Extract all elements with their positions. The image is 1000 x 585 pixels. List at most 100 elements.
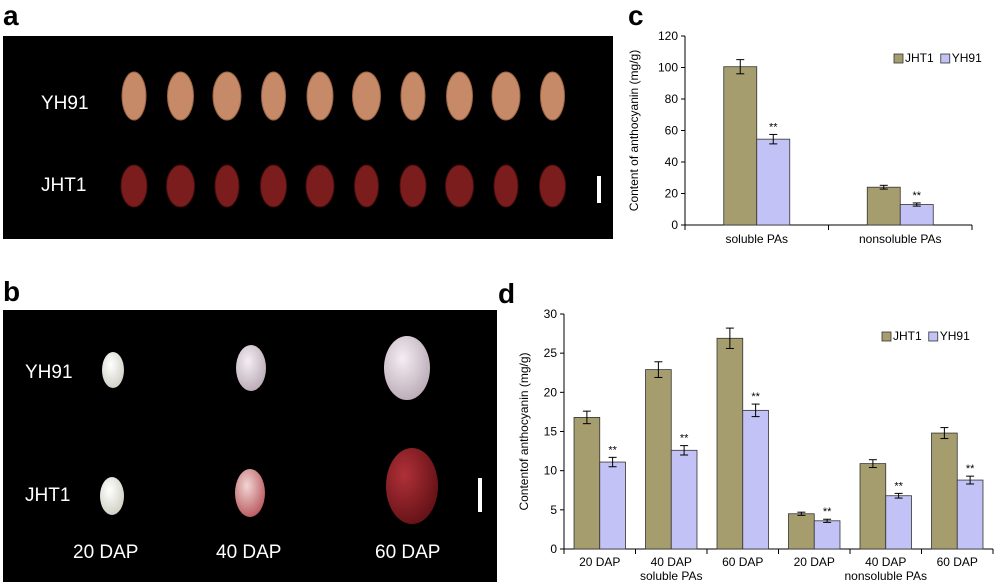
seed-jht1-3 <box>214 164 240 208</box>
significance-mark: ** <box>894 480 903 492</box>
x-tick-label: 60 DAP <box>937 555 978 569</box>
seed-yh91-1 <box>121 71 147 121</box>
legend-label-jht1: JHT1 <box>893 329 922 343</box>
row-label-jht1-b: JHT1 <box>25 485 71 506</box>
seed-jht1-8 <box>445 164 474 208</box>
seed-yh91-3 <box>212 71 242 121</box>
bar-yh91-4 <box>813 520 841 550</box>
seed-yh91-60dap <box>384 336 430 400</box>
legend-label-jht1: JHT1 <box>905 51 934 65</box>
y-tick-label: 0 <box>550 542 557 556</box>
y-tick-label: 10 <box>544 464 558 478</box>
legend-swatch-yh91 <box>940 53 951 64</box>
y-tick-label: 5 <box>550 503 557 517</box>
group-label: soluble PAs <box>640 569 702 583</box>
legend-swatch-yh91 <box>928 331 939 342</box>
bar-jht1-2 <box>645 369 672 550</box>
seed-yh91-20dap <box>102 352 124 388</box>
y-tick-label: 20 <box>544 385 558 399</box>
seed-jht1-1 <box>120 164 148 208</box>
bar-yh91-5 <box>885 495 912 550</box>
legend-label-yh91: YH91 <box>940 329 970 343</box>
y-tick-label: 20 <box>665 187 679 201</box>
x-tick-label: nonsoluble PAs <box>859 232 942 246</box>
bar-jht1-1 <box>723 66 758 226</box>
group-label: nonsoluble PAs <box>845 569 928 583</box>
seed-yh91-10 <box>540 71 565 121</box>
y-axis-label: Contentof anthocyanin (mg/g) <box>517 352 531 510</box>
x-tick-label: 20 DAP <box>794 555 835 569</box>
bar-jht1-3 <box>716 337 744 550</box>
y-tick-label: 120 <box>658 29 678 43</box>
row-label-yh91: YH91 <box>41 93 89 114</box>
scale-bar <box>597 176 601 203</box>
significance-mark: ** <box>769 121 778 133</box>
seed-jht1-7 <box>399 164 427 208</box>
chart-d-svg: 0 5 10 15 20 25 30 Contentof anthocyanin (mg/g)… <box>517 307 994 583</box>
legend-swatch-jht1 <box>893 53 904 64</box>
seed-yh91-9 <box>491 71 521 121</box>
bar-jht1-6 <box>931 432 958 550</box>
panel-b-letter: b <box>3 276 21 307</box>
bar-yh91-1 <box>756 138 791 226</box>
seed-yh91-2 <box>167 71 194 121</box>
y-axis-label: Content of anthocyanin (mg/g) <box>627 50 641 211</box>
scale-bar-b <box>478 478 482 512</box>
bar-yh91-1 <box>599 461 626 550</box>
significance-mark: ** <box>751 391 760 403</box>
y-tick-label: 0 <box>671 218 678 232</box>
significance-mark: ** <box>680 433 689 445</box>
bar-jht1-5 <box>859 463 887 550</box>
panel-b-photo: YH91 JHT1 20 DAP 40 <box>3 310 497 582</box>
seed-jht1-20dap <box>100 477 124 515</box>
y-tick-label: 100 <box>658 61 678 75</box>
panel-c-letter: c <box>628 0 644 31</box>
seed-yh91-6 <box>352 71 381 121</box>
significance-mark: ** <box>912 190 921 202</box>
seed-yh91-4 <box>261 71 286 121</box>
bar-jht1-1 <box>573 417 601 550</box>
legend-label-yh91: YH91 <box>952 51 982 65</box>
bar-jht1-4 <box>788 513 815 550</box>
seed-jht1-4 <box>260 164 287 208</box>
seed-jht1-9 <box>493 164 519 208</box>
seed-yh91-5 <box>306 71 334 121</box>
y-tick-label: 60 <box>665 124 679 138</box>
stage-label-60dap: 60 DAP <box>375 542 441 563</box>
bar-yh91-3 <box>742 409 769 550</box>
significance-mark: ** <box>966 463 975 475</box>
seed-jht1-10 <box>539 164 566 208</box>
bar-yh91-2 <box>899 204 934 226</box>
significance-mark: ** <box>823 506 832 518</box>
seed-yh91-40dap <box>236 345 266 391</box>
panel-d-letter: d <box>498 278 516 309</box>
seed-yh91-8 <box>446 71 473 121</box>
row-label-yh91-b: YH91 <box>25 362 73 383</box>
significance-mark: ** <box>608 444 617 456</box>
x-tick-label: soluble PAs <box>726 232 788 246</box>
y-tick-label: 80 <box>665 92 679 106</box>
y-tick-label: 25 <box>544 346 558 360</box>
stage-label-20dap: 20 DAP <box>73 542 139 563</box>
seed-yh91-7 <box>400 71 426 121</box>
seed-jht1-40dap <box>235 469 265 517</box>
panel-a-letter: a <box>3 0 19 31</box>
legend-swatch-jht1 <box>881 331 892 342</box>
seed-rows <box>120 71 566 208</box>
chart-c-svg: 0 20 40 60 80 100 120 Content of anthocyanin (m… <box>627 29 982 246</box>
seed-jht1-60dap <box>386 448 438 524</box>
seed-jht1-5 <box>305 164 335 208</box>
y-tick-label: 15 <box>544 425 558 439</box>
developing-seeds <box>100 336 438 524</box>
y-tick-label: 30 <box>544 307 558 321</box>
x-tick-label: 20 DAP <box>579 555 620 569</box>
chart-d: 0 5 10 15 20 25 30 Contentof anthocyanin (mg/g)… <box>512 304 1000 585</box>
bar-yh91-2 <box>670 449 698 550</box>
chart-c: 0 20 40 60 80 100 120 Content of anthocyanin (m… <box>620 28 1000 260</box>
x-tick-label: 60 DAP <box>722 555 763 569</box>
x-tick-label: 40 DAP <box>865 555 906 569</box>
seed-jht1-6 <box>354 164 379 208</box>
stage-label-40dap: 40 DAP <box>216 542 282 563</box>
x-tick-label: 40 DAP <box>651 555 692 569</box>
row-label-jht1: JHT1 <box>41 175 87 196</box>
